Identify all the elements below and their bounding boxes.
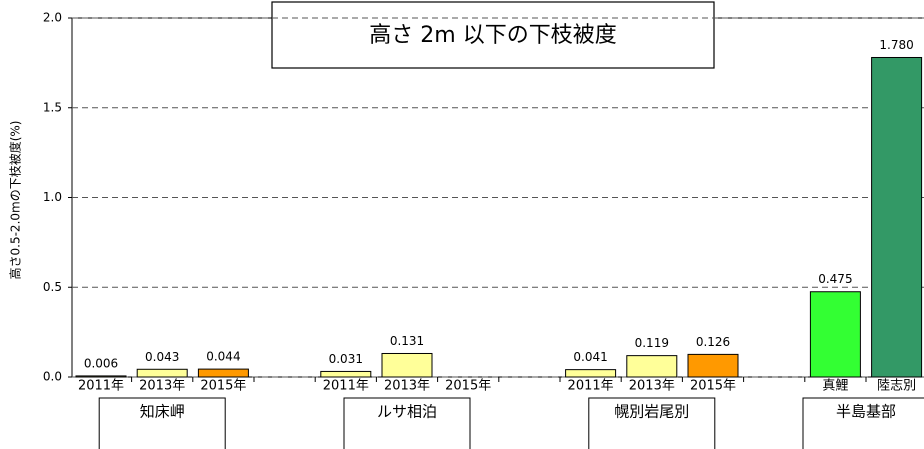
value-label: 1.780 bbox=[879, 38, 913, 52]
bar bbox=[197, 368, 249, 378]
y-tick-label: 2.0 bbox=[43, 11, 62, 25]
value-label: 0.126 bbox=[696, 335, 730, 349]
x-tick-label: 2015年 bbox=[445, 379, 491, 394]
value-label: 0.475 bbox=[818, 272, 852, 286]
bar bbox=[565, 369, 617, 378]
x-tick-label: 2015年 bbox=[690, 379, 736, 394]
x-tick-label: 2013年 bbox=[384, 379, 430, 394]
y-tick-label: 0.0 bbox=[43, 370, 62, 384]
chart-title: 高さ 2m 以下の下枝被度 bbox=[369, 23, 616, 48]
x-tick-label: 2013年 bbox=[629, 379, 675, 394]
group-label: 知床岬 bbox=[140, 403, 185, 421]
x-tick-label: 2011年 bbox=[78, 379, 124, 394]
bar bbox=[75, 375, 127, 378]
bar bbox=[626, 355, 678, 378]
bar bbox=[687, 353, 739, 378]
y-axis-label: 高さ0.5-2.0mの下枝被度(%) bbox=[8, 121, 23, 280]
x-tick-label: 真鯉 bbox=[822, 379, 848, 394]
group-box bbox=[343, 397, 471, 449]
x-tick-label: 2013年 bbox=[139, 379, 185, 394]
bar bbox=[871, 56, 923, 378]
value-label: 0.131 bbox=[390, 334, 424, 348]
group-label: ルサ相泊 bbox=[377, 403, 437, 421]
x-tick-label: 2011年 bbox=[568, 379, 614, 394]
y-tick-label: 0.5 bbox=[43, 280, 62, 294]
x-tick-label: 陸志別 bbox=[877, 378, 916, 394]
bar bbox=[320, 370, 372, 378]
group-box bbox=[802, 397, 924, 449]
bar bbox=[809, 291, 861, 378]
bar bbox=[381, 352, 433, 378]
value-label: 0.041 bbox=[573, 350, 607, 364]
x-tick-label: 2015年 bbox=[200, 379, 246, 394]
title-box bbox=[271, 1, 715, 69]
value-label: 0.031 bbox=[329, 352, 363, 366]
group-label: 幌別岩尾別 bbox=[614, 403, 689, 421]
value-label: 0.044 bbox=[206, 350, 240, 364]
y-tick-label: 1.0 bbox=[43, 190, 62, 204]
group-box bbox=[98, 397, 226, 449]
bar bbox=[136, 368, 188, 378]
x-tick-label: 2011年 bbox=[323, 379, 369, 394]
y-tick-label: 1.5 bbox=[43, 100, 62, 114]
value-label: 0.043 bbox=[145, 350, 179, 364]
group-label: 半島基部 bbox=[836, 403, 896, 421]
value-label: 0.006 bbox=[84, 356, 118, 370]
value-label: 0.119 bbox=[635, 336, 669, 350]
group-box bbox=[588, 397, 716, 449]
